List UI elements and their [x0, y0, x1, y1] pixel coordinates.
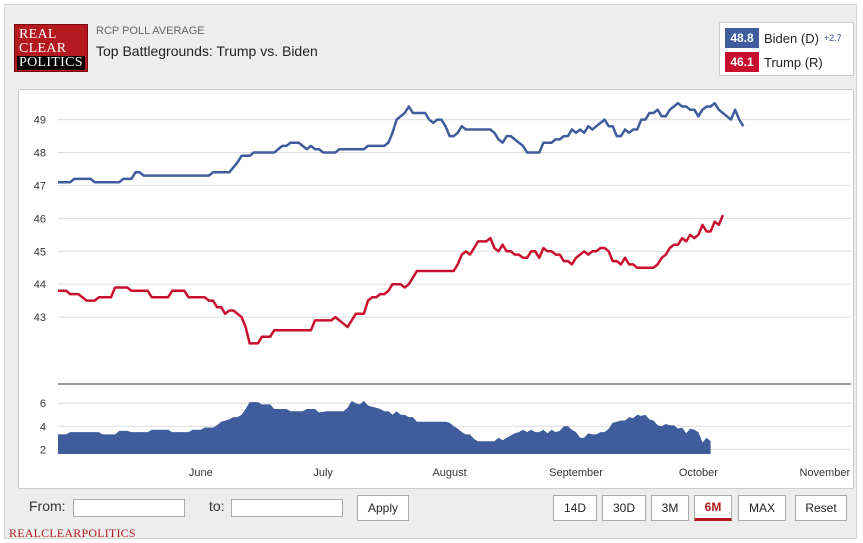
- y-tick-label: 45: [34, 246, 46, 258]
- legend-item-biden: 48.8 Biden (D) +2.7: [725, 28, 842, 48]
- spread-area: [58, 400, 711, 454]
- chart-widget: REAL CLEAR POLITICS RCP POLL AVERAGE Top…: [4, 4, 857, 539]
- x-tick-label: November: [799, 467, 850, 479]
- spread-y-tick-label: 6: [40, 398, 46, 410]
- date-range-controls: From: to: Apply 14D 30D 3M 6M MAX Reset: [9, 491, 862, 525]
- to-date-input[interactable]: [231, 499, 343, 517]
- reset-button[interactable]: Reset: [795, 495, 847, 521]
- y-tick-label: 46: [34, 213, 46, 225]
- range-max-button[interactable]: MAX: [738, 495, 786, 521]
- from-label: From:: [29, 498, 66, 514]
- chart-subtitle: RCP POLL AVERAGE: [96, 25, 205, 37]
- legend-value-biden: 48.8: [725, 28, 759, 48]
- legend-item-trump: 46.1 Trump (R): [725, 52, 823, 72]
- range-30d-button[interactable]: 30D: [602, 495, 646, 521]
- apply-button[interactable]: Apply: [357, 495, 409, 521]
- y-tick-label: 48: [34, 148, 46, 160]
- range-3m-button[interactable]: 3M: [651, 495, 689, 521]
- series-line-biden: [58, 101, 745, 184]
- spread-y-tick-label: 2: [40, 444, 46, 456]
- y-tick-label: 49: [34, 115, 46, 127]
- from-date-input[interactable]: [73, 499, 185, 517]
- logo-line-2: CLEAR: [19, 41, 67, 56]
- legend-name-trump: Trump (R): [764, 54, 823, 70]
- spread-y-tick-label: 4: [40, 421, 46, 433]
- x-tick-label: October: [679, 467, 718, 479]
- legend-change-biden: +2.7: [823, 33, 842, 43]
- logo-line-3: POLITICS: [17, 55, 85, 70]
- footer-brand: REALCLEARPOLITICS: [9, 526, 136, 540]
- range-6m-button[interactable]: 6M: [694, 495, 732, 521]
- series-line-trump: [58, 214, 725, 345]
- legend-value-trump: 46.1: [725, 52, 759, 72]
- legend: 48.8 Biden (D) +2.7 46.1 Trump (R): [719, 22, 854, 76]
- to-label: to:: [209, 498, 225, 514]
- range-14d-button[interactable]: 14D: [553, 495, 597, 521]
- rcp-logo[interactable]: REAL CLEAR POLITICS: [14, 24, 88, 72]
- y-tick-label: 43: [34, 312, 46, 324]
- chart-title: Top Battlegrounds: Trump vs. Biden: [96, 43, 318, 59]
- legend-name-biden: Biden (D): [764, 30, 819, 46]
- logo-line-1: REAL: [19, 27, 57, 42]
- x-tick-label: September: [549, 467, 603, 479]
- chart-area[interactable]: 43 44 45 46 47 48 49 2 4 6 June July August September…: [18, 89, 854, 489]
- y-tick-label: 44: [34, 279, 46, 291]
- x-tick-label: July: [313, 467, 333, 479]
- x-tick-label: June: [189, 467, 213, 479]
- x-tick-label: August: [432, 467, 466, 479]
- y-tick-label: 47: [34, 180, 46, 192]
